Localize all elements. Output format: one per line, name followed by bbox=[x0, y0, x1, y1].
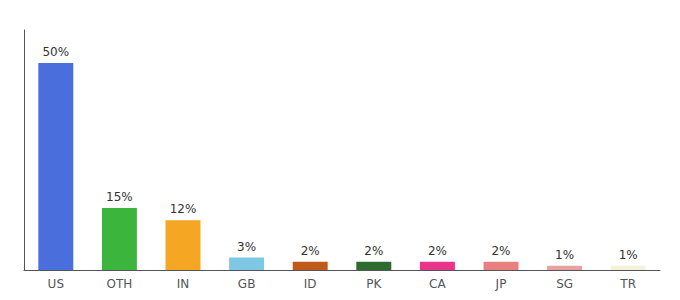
svg-text:50%: 50% bbox=[42, 45, 69, 59]
svg-text:15%: 15% bbox=[106, 190, 133, 204]
svg-text:SG: SG bbox=[556, 277, 573, 291]
svg-text:US: US bbox=[48, 277, 64, 291]
svg-text:12%: 12% bbox=[170, 202, 197, 216]
svg-text:2%: 2% bbox=[428, 244, 447, 258]
svg-text:2%: 2% bbox=[301, 244, 320, 258]
svg-text:IN: IN bbox=[177, 277, 190, 291]
svg-text:CA: CA bbox=[429, 277, 446, 291]
svg-text:3%: 3% bbox=[237, 240, 256, 254]
svg-text:TR: TR bbox=[619, 277, 636, 291]
svg-text:PK: PK bbox=[366, 277, 382, 291]
svg-text:GB: GB bbox=[238, 277, 256, 291]
svg-text:2%: 2% bbox=[491, 244, 510, 258]
svg-text:2%: 2% bbox=[364, 244, 383, 258]
svg-text:ID: ID bbox=[304, 277, 317, 291]
svg-text:JP: JP bbox=[495, 277, 507, 291]
svg-text:OTH: OTH bbox=[106, 277, 132, 291]
svg-text:1%: 1% bbox=[619, 248, 638, 262]
svg-text:1%: 1% bbox=[555, 248, 574, 262]
